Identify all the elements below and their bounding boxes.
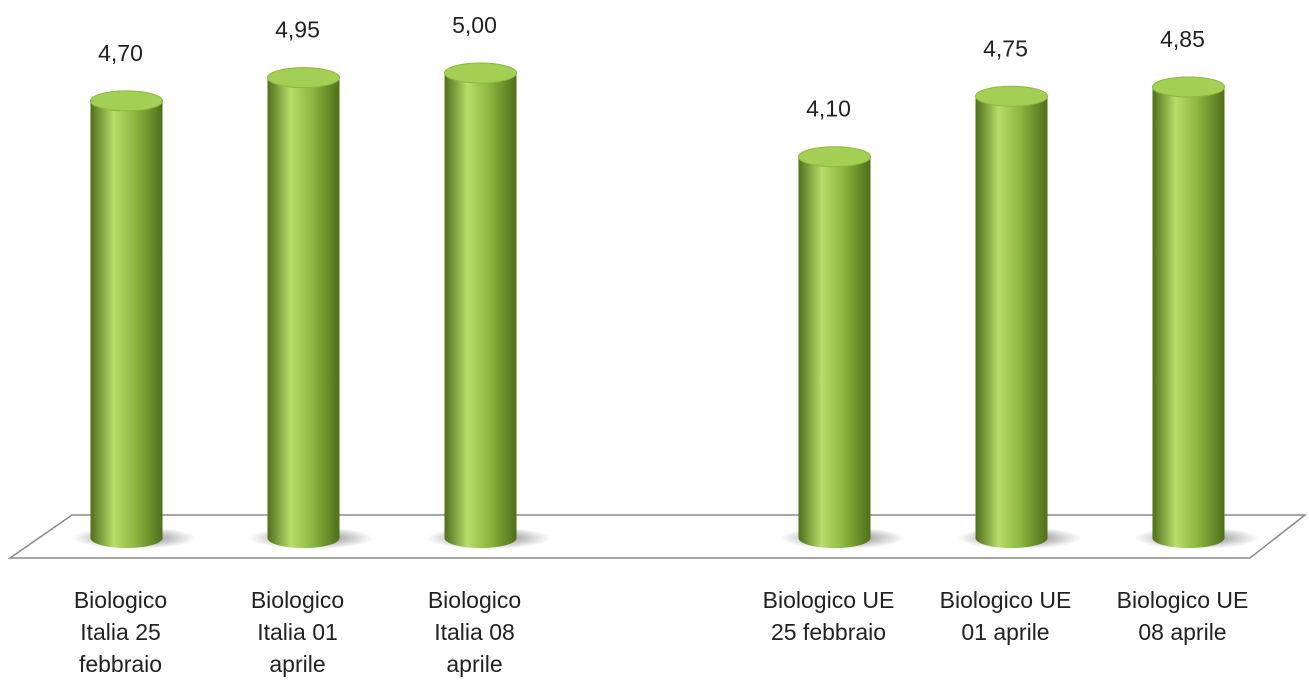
category-label: Biologico Italia 25 febbraio <box>73 587 168 677</box>
bar-body <box>798 156 871 548</box>
bar <box>72 90 197 549</box>
bar <box>426 62 551 549</box>
bar-top <box>1152 76 1225 98</box>
bar-top <box>975 85 1048 107</box>
category-label: Biologico Italia 08 aprile <box>427 587 522 677</box>
bar <box>957 85 1082 549</box>
bar-body <box>90 100 163 549</box>
category-label: Biologico UE 25 febbraio <box>762 587 895 645</box>
chart-floor <box>7 514 1308 559</box>
bar-top <box>90 90 163 112</box>
data-label: 4,95 <box>275 17 320 43</box>
bar <box>249 67 374 549</box>
bar-top <box>267 67 340 89</box>
bar <box>1134 76 1259 549</box>
bar-body <box>267 77 340 548</box>
category-label: Biologico Italia 01 aprile <box>250 587 345 677</box>
bar-top <box>798 146 871 168</box>
data-label: 4,10 <box>806 96 851 122</box>
bar-body <box>1152 86 1225 548</box>
data-label: 4,75 <box>983 35 1028 61</box>
bars-layer: 4,70 4,95 5,00 4,10 4,75 4,85 <box>72 12 1259 549</box>
category-label: Biologico UE 08 aprile <box>1116 587 1249 645</box>
bar-body <box>975 96 1048 548</box>
data-label: 5,00 <box>452 12 497 38</box>
bar <box>780 146 905 549</box>
bar-top <box>444 62 517 84</box>
category-label: Biologico UE 01 aprile <box>939 587 1072 645</box>
data-label: 4,70 <box>98 40 143 66</box>
data-label: 4,85 <box>1160 26 1205 52</box>
bar-body <box>444 73 517 548</box>
